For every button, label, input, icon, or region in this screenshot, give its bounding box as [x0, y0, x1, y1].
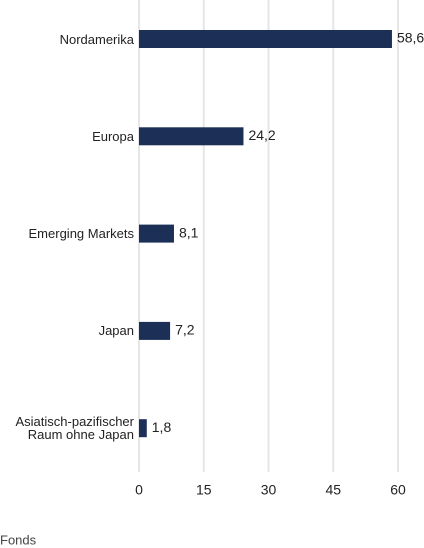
x-tick-label: 60: [390, 482, 406, 498]
category-label: Europa: [92, 128, 134, 144]
x-tick-label: 45: [325, 482, 341, 498]
value-label: 58,6: [397, 30, 424, 46]
value-label: 24,2: [248, 127, 275, 143]
category-label: Nordamerika: [59, 31, 134, 47]
bar: [139, 30, 392, 48]
value-label: 8,1: [179, 224, 199, 240]
category-label: Japan: [98, 323, 134, 339]
category-label: Asiatisch-pazifischer Raum ohne Japan: [15, 414, 135, 443]
bar: [139, 127, 244, 146]
x-tick-label: 30: [261, 482, 277, 498]
bar: [139, 419, 147, 438]
bar: [139, 321, 171, 340]
value-label: 7,2: [175, 322, 195, 338]
x-tick-label: 15: [196, 482, 212, 498]
value-label: 1,8: [152, 419, 172, 435]
x-tick-label: 0: [135, 482, 143, 498]
bar: [139, 224, 174, 243]
legend-label: Fonds: [0, 532, 37, 547]
category-label: Emerging Markets: [28, 226, 134, 242]
